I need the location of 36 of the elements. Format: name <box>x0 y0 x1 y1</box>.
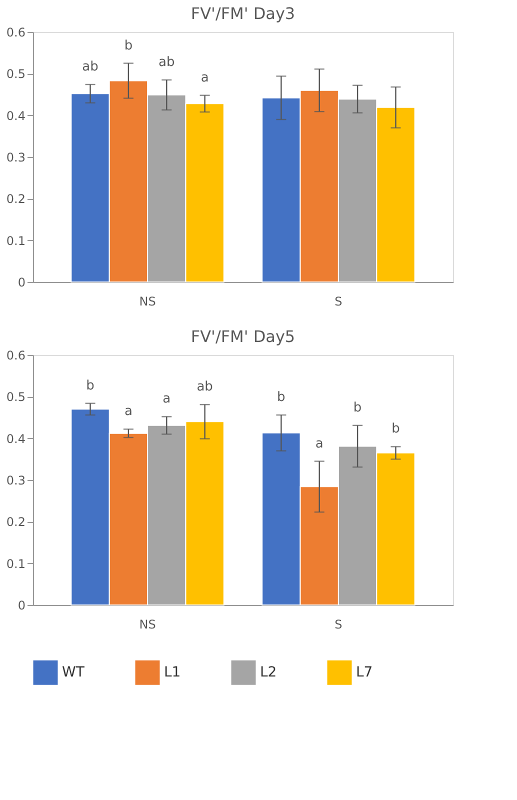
y-tick-label: 0.1 <box>6 556 26 571</box>
y-tick-label: 0.5 <box>6 67 26 82</box>
y-tick-label: 0.3 <box>6 150 26 164</box>
data-label: b <box>86 378 94 394</box>
data-label: a <box>124 404 132 420</box>
legend-label: WT <box>62 664 85 681</box>
x-tick-label: NS <box>139 618 156 632</box>
data-label: b <box>392 422 400 437</box>
data-label: ab <box>158 54 175 70</box>
legend-label: L2 <box>260 664 277 681</box>
y-tick-label: 0 <box>18 276 26 290</box>
data-label: ab <box>196 380 213 395</box>
chart-title: FV'/FM' Day5 <box>190 327 296 346</box>
data-label: a <box>315 436 324 452</box>
chart-title: FV'/FM' Day3 <box>190 4 296 23</box>
data-label: a <box>200 70 209 86</box>
x-tick-label: NS <box>139 294 156 308</box>
y-tick-label: 0.1 <box>6 234 26 248</box>
x-tick-label: S <box>334 618 342 632</box>
data-label: b <box>277 390 286 405</box>
data-label: b <box>124 38 133 54</box>
y-tick-label: 0.5 <box>6 390 26 404</box>
y-tick-label: 0.6 <box>6 26 26 40</box>
y-tick-label: 0 <box>18 598 26 612</box>
data-label: b <box>353 400 362 416</box>
y-tick-label: 0.2 <box>6 192 26 206</box>
legend-label: L1 <box>164 664 181 681</box>
y-tick-label: 0.3 <box>6 474 26 488</box>
legend-label: L7 <box>356 664 373 681</box>
y-tick-label: 0.6 <box>6 348 26 362</box>
y-tick-label: 0.4 <box>6 432 26 446</box>
y-tick-label: 0.4 <box>6 108 26 123</box>
data-label: ab <box>82 60 98 74</box>
y-tick-label: 0.2 <box>6 515 26 530</box>
data-label: a <box>162 392 171 407</box>
x-tick-label: S <box>334 294 342 308</box>
